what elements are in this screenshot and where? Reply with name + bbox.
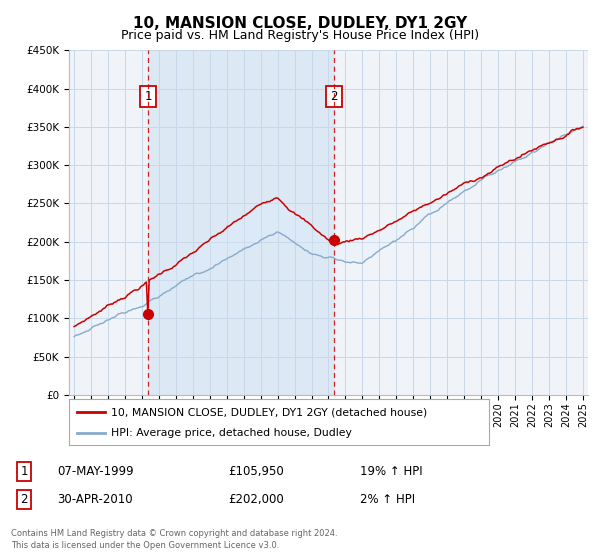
Text: 2: 2 xyxy=(20,493,28,506)
Bar xyxy=(148,50,334,395)
Text: Contains HM Land Registry data © Crown copyright and database right 2024.: Contains HM Land Registry data © Crown c… xyxy=(11,529,337,538)
Text: 19% ↑ HPI: 19% ↑ HPI xyxy=(360,465,422,478)
Text: This data is licensed under the Open Government Licence v3.0.: This data is licensed under the Open Gov… xyxy=(11,541,279,550)
Text: 1: 1 xyxy=(144,90,152,103)
Text: Price paid vs. HM Land Registry's House Price Index (HPI): Price paid vs. HM Land Registry's House … xyxy=(121,29,479,42)
Text: 10, MANSION CLOSE, DUDLEY, DY1 2GY: 10, MANSION CLOSE, DUDLEY, DY1 2GY xyxy=(133,16,467,31)
Text: 10, MANSION CLOSE, DUDLEY, DY1 2GY (detached house): 10, MANSION CLOSE, DUDLEY, DY1 2GY (deta… xyxy=(111,407,427,417)
Text: HPI: Average price, detached house, Dudley: HPI: Average price, detached house, Dudl… xyxy=(111,428,352,438)
Text: 07-MAY-1999: 07-MAY-1999 xyxy=(57,465,134,478)
Text: 1: 1 xyxy=(20,465,28,478)
Text: £105,950: £105,950 xyxy=(228,465,284,478)
Text: 30-APR-2010: 30-APR-2010 xyxy=(57,493,133,506)
Text: 2: 2 xyxy=(331,90,338,103)
Text: £202,000: £202,000 xyxy=(228,493,284,506)
Text: 2% ↑ HPI: 2% ↑ HPI xyxy=(360,493,415,506)
